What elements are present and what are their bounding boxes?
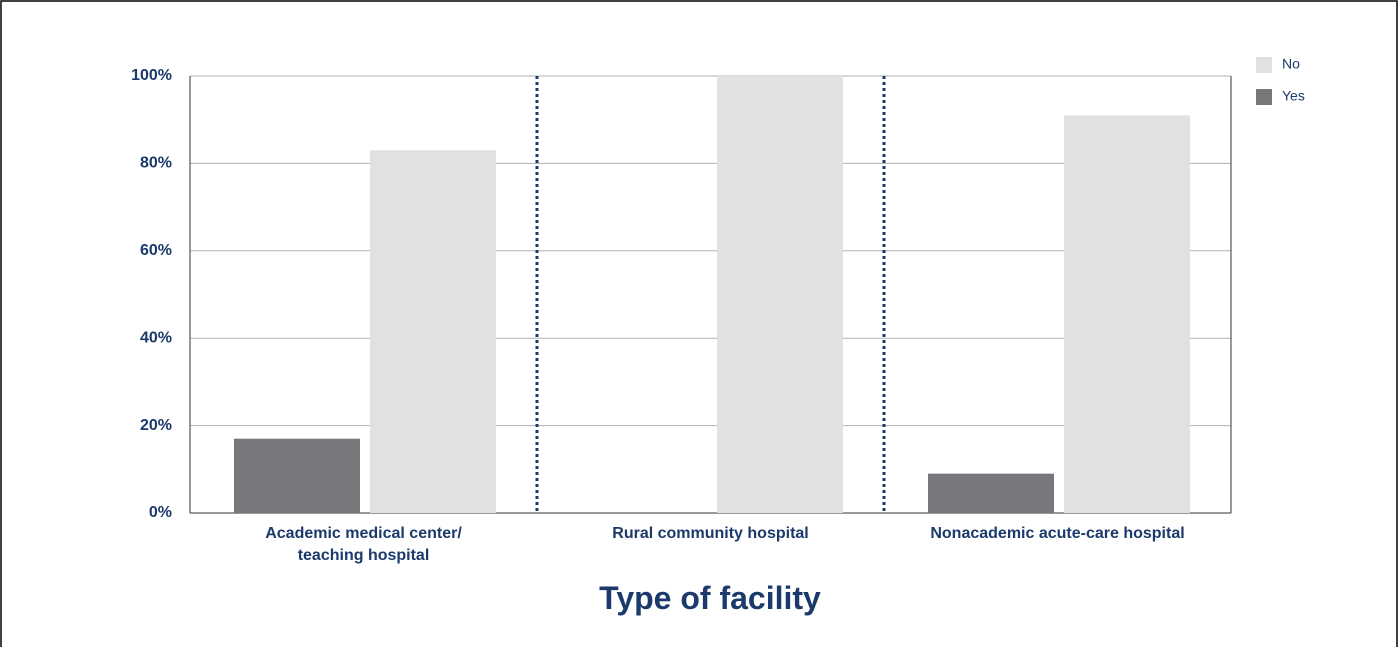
y-tick-label: 0% (149, 504, 172, 521)
legend-label: No (1282, 56, 1300, 72)
bar (370, 150, 496, 514)
x-tick-label: Academic medical center/ teaching hospit… (265, 525, 462, 564)
x-axis-title: Type of facility (599, 580, 821, 616)
bar (717, 76, 843, 513)
legend-swatch (1256, 89, 1272, 105)
y-tick-label: 40% (140, 329, 172, 346)
y-tick-label: 100% (131, 67, 172, 84)
y-tick-label: 80% (140, 155, 172, 172)
legend-label: Yes (1282, 88, 1305, 104)
bar (234, 438, 360, 513)
bar (1064, 115, 1190, 513)
legend-swatch (1256, 57, 1272, 73)
x-tick-label: Rural community hospital (612, 525, 809, 542)
y-tick-label: 60% (140, 242, 172, 259)
x-tick-label: Nonacademic acute-care hospital (930, 525, 1185, 542)
bar (928, 473, 1054, 513)
y-tick-label: 20% (140, 417, 172, 434)
